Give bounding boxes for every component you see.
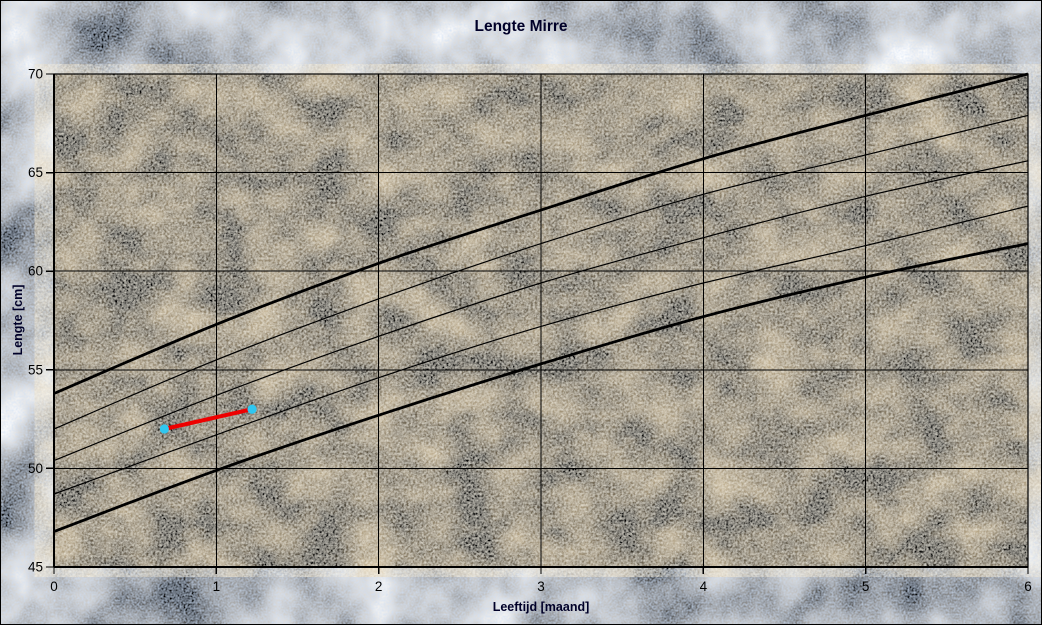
measurement-series[interactable] — [159, 404, 257, 434]
y-tick-label[interactable]: 50 — [28, 461, 43, 476]
chart-title[interactable]: Lengte Mirre — [474, 18, 567, 35]
axis-ticks — [46, 73, 1029, 574]
y-tick-label[interactable]: 65 — [28, 165, 43, 180]
measurement-point[interactable] — [159, 424, 169, 434]
x-tick-label[interactable]: 0 — [50, 579, 58, 594]
measurement-point[interactable] — [247, 404, 257, 414]
x-tick-label[interactable]: 5 — [862, 579, 870, 594]
x-axis-title[interactable]: Leeftijd [maand] — [493, 600, 590, 614]
y-axis-tick-labels[interactable]: 45 50 55 60 65 70 — [28, 67, 43, 575]
y-tick-label[interactable]: 60 — [28, 264, 43, 279]
x-tick-label[interactable]: 3 — [537, 579, 545, 594]
percentile-curve-upper-thick-percentile[interactable] — [53, 72, 1029, 395]
y-tick-label[interactable]: 45 — [28, 560, 43, 575]
measurement-line[interactable] — [163, 407, 253, 431]
y-tick-label[interactable]: 55 — [28, 362, 43, 377]
x-axis-tick-labels[interactable]: 0 1 2 3 4 5 6 — [50, 579, 1032, 594]
x-tick-label[interactable]: 6 — [1024, 579, 1032, 594]
y-axis-title[interactable]: Lengte [cm] — [11, 285, 25, 356]
x-tick-label[interactable]: 1 — [213, 579, 221, 594]
percentile-curve-middle-thin-percentile[interactable] — [53, 160, 1029, 462]
percentile-curve-lower-thick-percentile[interactable] — [53, 242, 1029, 533]
y-tick-label[interactable]: 70 — [28, 67, 43, 82]
x-tick-label[interactable]: 2 — [375, 579, 383, 594]
percentile-curve-lower-thin-percentile[interactable] — [53, 205, 1029, 495]
x-tick-label[interactable]: 4 — [700, 579, 708, 594]
percentile-curves[interactable] — [53, 72, 1029, 533]
percentile-curve-upper-thin-percentile[interactable] — [53, 114, 1029, 430]
